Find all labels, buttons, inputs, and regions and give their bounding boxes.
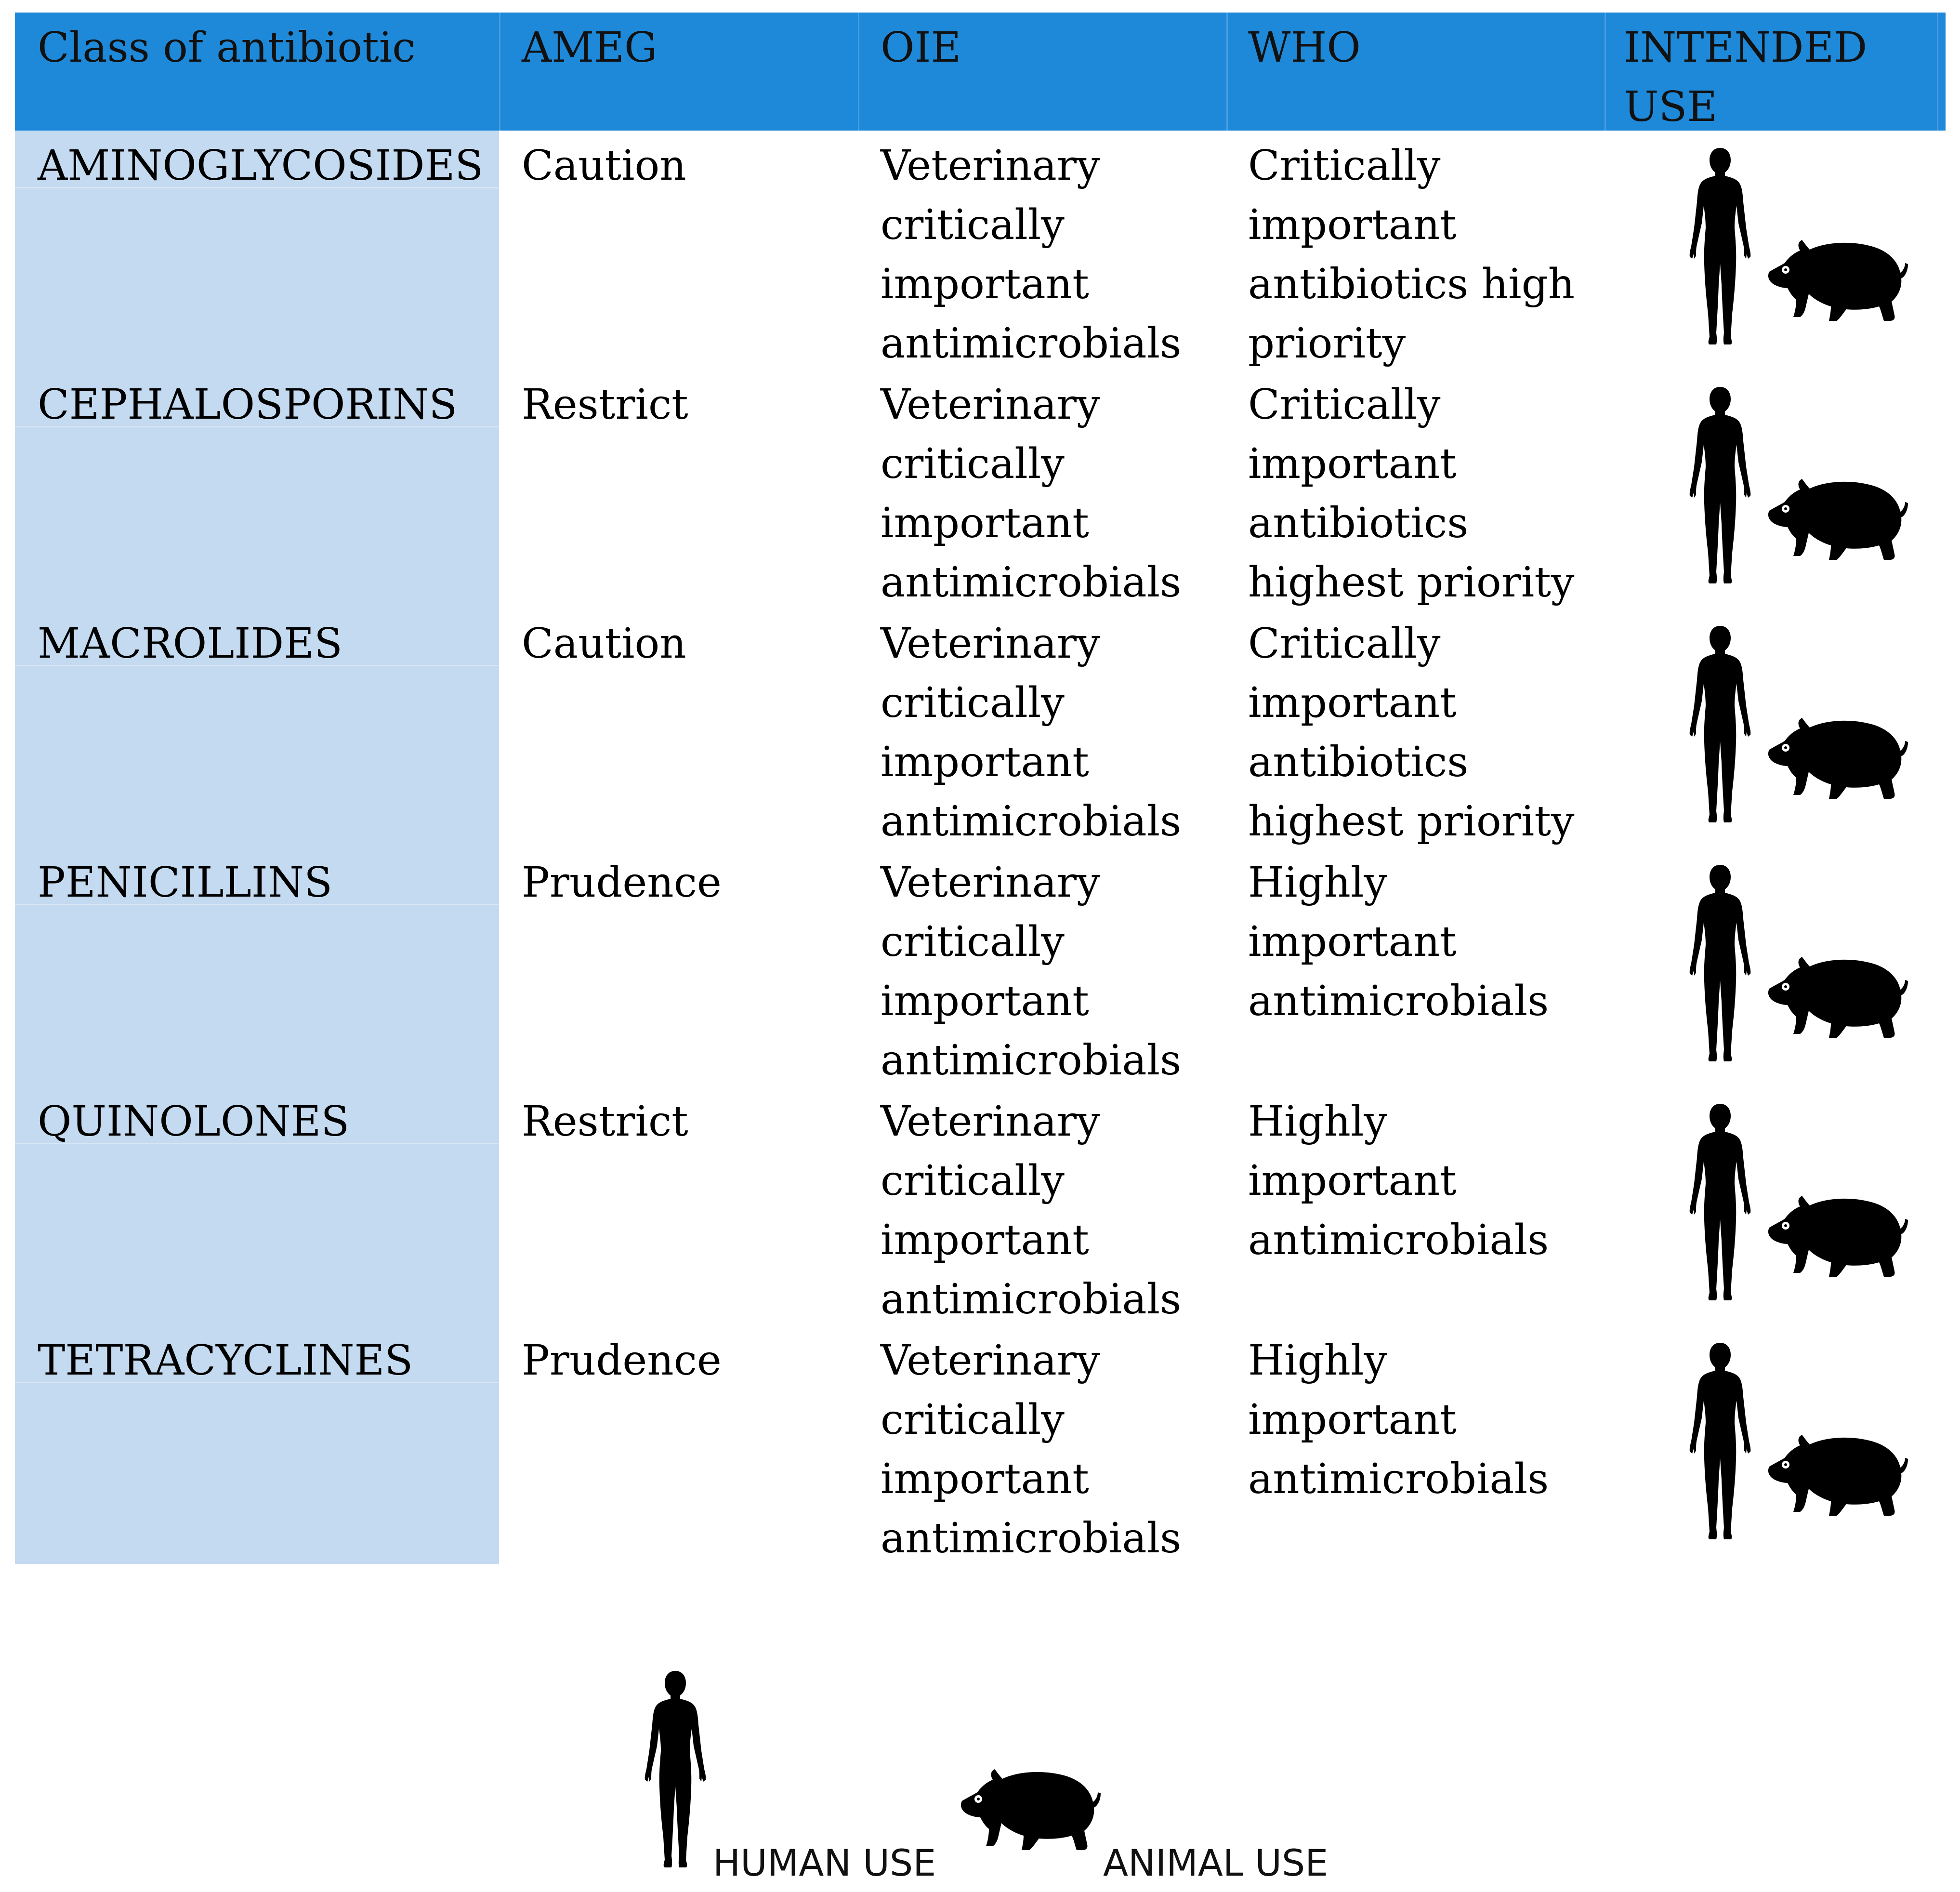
human-silhouette-icon [1682, 1340, 1759, 1542]
intended-use-cell [1653, 370, 1942, 609]
table-row: TETRACYCLINES Prudence Veterinary critic… [15, 1325, 1946, 1564]
legend-human-label: HUMAN USE [713, 1841, 936, 1884]
header-ameg: AMEG [522, 24, 658, 72]
pig-silhouette-icon [1763, 468, 1908, 565]
row-divider [15, 187, 499, 188]
pig-silhouette-icon [1763, 229, 1908, 326]
header-divider [1605, 13, 1606, 131]
class-cell: CEPHALOSPORINS [38, 381, 458, 429]
table-row: CEPHALOSPORINS Restrict Veterinary criti… [15, 370, 1946, 609]
antibiotic-table: Class of antibiotic AMEG OIE WHO INTENDE… [15, 13, 1946, 1564]
class-cell: AMINOGLYCOSIDES [38, 142, 484, 190]
class-cell: MACROLIDES [38, 620, 342, 668]
table-row: PENICILLINS Prudence Veterinary critical… [15, 847, 1946, 1086]
header-intended-use: INTENDED USE [1624, 24, 1868, 131]
who-cell: Highly important antimicrobials [1248, 1098, 1549, 1264]
who-cell: Critically important antibiotics high pr… [1248, 142, 1575, 368]
table-row: AMINOGLYCOSIDES Caution Veterinary criti… [15, 131, 1946, 370]
header-oie: OIE [881, 24, 961, 72]
oie-cell: Veterinary critically important antimicr… [881, 381, 1182, 607]
who-cell: Critically important antibiotics highest… [1248, 620, 1575, 846]
oie-cell: Veterinary critically important antimicr… [881, 620, 1182, 846]
intended-use-cell [1653, 609, 1942, 847]
row-divider [15, 1382, 499, 1383]
pig-silhouette-icon [956, 1759, 1101, 1855]
pig-silhouette-icon [1763, 1424, 1908, 1521]
ameg-cell: Caution [522, 142, 686, 190]
class-cell: PENICILLINS [38, 859, 332, 907]
ameg-cell: Restrict [522, 1098, 688, 1146]
oie-cell: Veterinary critically important antimicr… [881, 1098, 1182, 1323]
table-row: MACROLIDES Caution Veterinary critically… [15, 609, 1946, 847]
row-divider [15, 426, 499, 427]
header-divider [858, 13, 859, 131]
human-silhouette-icon [637, 1668, 714, 1870]
intended-use-cell [1653, 1325, 1942, 1564]
table-header: Class of antibiotic AMEG OIE WHO INTENDE… [15, 13, 1946, 131]
row-divider [15, 904, 499, 905]
oie-cell: Veterinary critically important antimicr… [881, 142, 1182, 368]
intended-use-cell [1653, 847, 1942, 1086]
human-silhouette-icon [1682, 623, 1759, 825]
legend-animal-label: ANIMAL USE [1103, 1841, 1329, 1884]
who-cell: Highly important antimicrobials [1248, 1336, 1549, 1503]
header-divider [1937, 13, 1938, 131]
class-column-background [15, 131, 499, 1564]
header-class: Class of antibiotic [38, 24, 416, 72]
header-divider [1226, 13, 1228, 131]
class-cell: QUINOLONES [38, 1098, 350, 1146]
human-silhouette-icon [1682, 1101, 1759, 1303]
intended-use-cell [1653, 131, 1942, 370]
ameg-cell: Restrict [522, 381, 688, 429]
ameg-cell: Prudence [522, 859, 722, 907]
intended-use-cell [1653, 1086, 1942, 1325]
pig-silhouette-icon [1763, 946, 1908, 1043]
class-cell: TETRACYCLINES [38, 1336, 413, 1385]
human-silhouette-icon [1682, 862, 1759, 1064]
human-silhouette-icon [1682, 145, 1759, 347]
ameg-cell: Caution [522, 620, 686, 668]
table-row: QUINOLONES Restrict Veterinary criticall… [15, 1086, 1946, 1325]
pig-silhouette-icon [1763, 707, 1908, 804]
ameg-cell: Prudence [522, 1336, 722, 1385]
oie-cell: Veterinary critically important antimicr… [881, 859, 1182, 1085]
who-cell: Highly important antimicrobials [1248, 859, 1549, 1025]
oie-cell: Veterinary critically important antimicr… [881, 1336, 1182, 1562]
header-divider [499, 13, 500, 131]
header-who: WHO [1248, 24, 1361, 72]
row-divider [15, 1143, 499, 1144]
who-cell: Critically important antibiotics highest… [1248, 381, 1575, 607]
row-divider [15, 665, 499, 666]
human-silhouette-icon [1682, 384, 1759, 586]
pig-silhouette-icon [1763, 1185, 1908, 1282]
